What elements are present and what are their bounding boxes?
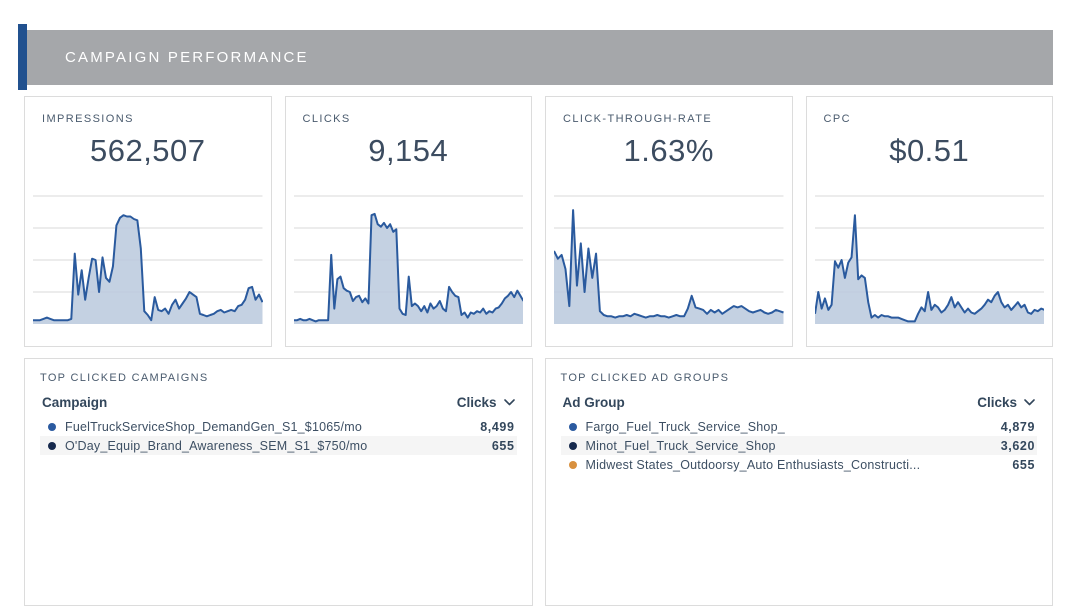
page-title: CAMPAIGN PERFORMANCE [65, 48, 309, 66]
table-header-row: Ad Group Clicks [561, 395, 1038, 410]
series-dot-icon [48, 422, 56, 431]
row-clicks-value: 655 [491, 438, 515, 453]
kpi-card-impressions: IMPRESSIONS 562,507 [24, 96, 272, 347]
row-clicks-value: 655 [1012, 457, 1035, 472]
row-clicks-value: 8,499 [480, 419, 515, 434]
kpi-card-click-through-rate: CLICK-THROUGH-RATE 1.63% [545, 96, 793, 347]
kpi-label: CLICK-THROUGH-RATE [563, 113, 713, 125]
table-row[interactable]: Minot_Fuel_Truck_Service_Shop 3,620 [560, 436, 1037, 455]
clicks-sort-header[interactable]: Clicks [457, 395, 515, 410]
series-dot-icon [568, 460, 577, 469]
sparkline-chart [293, 186, 523, 324]
row-label: Minot_Fuel_Truck_Service_Shop [585, 438, 776, 453]
row-clicks-value: 3,620 [1000, 438, 1035, 453]
clicks-column-header: Clicks [456, 395, 497, 410]
kpi-value: 1.63% [623, 133, 714, 168]
panel-title: TOP CLICKED CAMPAIGNS [40, 372, 209, 384]
kpi-value: 562,507 [89, 133, 206, 168]
table-row[interactable]: FuelTruckServiceShop_DemandGen_S1_$1065/… [40, 417, 517, 436]
sparkline-chart [33, 186, 263, 324]
clicks-sort-header[interactable]: Clicks [977, 395, 1035, 410]
campaigns-table-body: FuelTruckServiceShop_DemandGen_S1_$1065/… [40, 417, 517, 455]
chevron-down-icon [1024, 399, 1035, 406]
tables-row: TOP CLICKED CAMPAIGNS Campaign Clicks Fu… [24, 358, 1053, 606]
page-header: CAMPAIGN PERFORMANCE [18, 24, 1053, 90]
table-header-row: Campaign Clicks [40, 395, 517, 410]
panel-title: TOP CLICKED AD GROUPS [560, 372, 730, 384]
row-clicks-value: 4,879 [1000, 419, 1035, 434]
kpi-card-clicks: CLICKS 9,154 [284, 96, 532, 347]
kpi-value: $0.51 [889, 133, 970, 168]
header-accent-bar [18, 24, 27, 90]
header-bar: CAMPAIGN PERFORMANCE [27, 29, 1053, 85]
series-dot-icon [48, 441, 56, 450]
kpi-value: 9,154 [368, 133, 449, 168]
kpi-label: CPC [823, 113, 851, 125]
ad-groups-table-body: Fargo_Fuel_Truck_Service_Shop_ 4,879 Minot… [560, 417, 1038, 474]
table-row[interactable]: O'Day_Equip_Brand_Awareness_SEM_S1_$750/… [40, 436, 517, 455]
sparkline-chart [814, 186, 1044, 324]
table-row[interactable]: Midwest States_Outdoorsy_Auto Enthusiast… [561, 455, 1038, 474]
series-dot-icon [568, 422, 577, 431]
clicks-column-header: Clicks [977, 395, 1017, 410]
row-label: FuelTruckServiceShop_DemandGen_S1_$1065/… [65, 419, 362, 434]
kpi-label: IMPRESSIONS [42, 113, 134, 125]
top-clicked-ad-groups-panel: TOP CLICKED AD GROUPS Ad Group Clicks Fa… [544, 358, 1053, 606]
chevron-down-icon [503, 399, 515, 406]
sparkline-chart [554, 186, 784, 324]
campaign-column-header[interactable]: Campaign [42, 395, 108, 410]
kpi-label: CLICKS [302, 113, 351, 125]
table-row[interactable]: Fargo_Fuel_Truck_Service_Shop_ 4,879 [561, 417, 1038, 436]
ad-group-column-header[interactable]: Ad Group [562, 395, 625, 410]
row-label: Midwest States_Outdoorsy_Auto Enthusiast… [585, 457, 921, 472]
row-label: O'Day_Equip_Brand_Awareness_SEM_S1_$750/… [65, 438, 368, 453]
top-clicked-campaigns-panel: TOP CLICKED CAMPAIGNS Campaign Clicks Fu… [24, 358, 533, 606]
series-dot-icon [568, 441, 577, 450]
kpi-row: IMPRESSIONS 562,507 CLICKS 9,154 CLICK-THROU… [24, 96, 1053, 347]
row-label: Fargo_Fuel_Truck_Service_Shop_ [585, 419, 785, 434]
kpi-card-cpc: CPC $0.51 [805, 96, 1053, 347]
